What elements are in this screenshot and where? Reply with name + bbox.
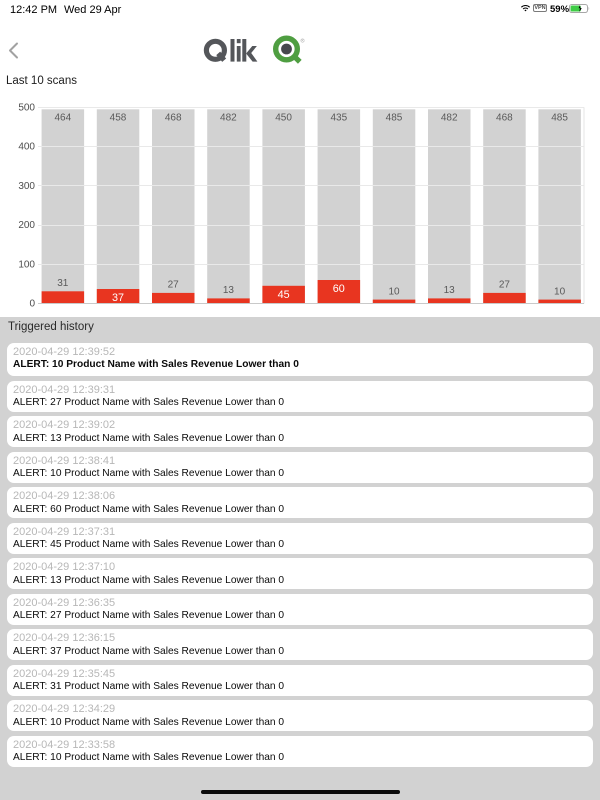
svg-text:482: 482 (220, 113, 237, 124)
svg-text:200: 200 (18, 220, 35, 231)
svg-text:31: 31 (57, 278, 69, 289)
svg-text:13: 13 (444, 285, 456, 296)
svg-text:468: 468 (496, 113, 513, 124)
svg-text:435: 435 (330, 113, 347, 124)
svg-text:27: 27 (499, 280, 511, 291)
svg-text:482: 482 (441, 113, 458, 124)
svg-text:485: 485 (551, 113, 568, 124)
svg-text:10: 10 (388, 286, 400, 297)
svg-text:485: 485 (386, 113, 403, 124)
svg-text:300: 300 (18, 181, 35, 192)
svg-text:450: 450 (275, 113, 292, 124)
svg-text:60: 60 (333, 283, 345, 295)
svg-text:13: 13 (223, 285, 235, 296)
svg-text:37: 37 (112, 292, 124, 304)
svg-text:458: 458 (110, 113, 127, 124)
svg-text:100: 100 (18, 260, 35, 271)
svg-text:27: 27 (168, 280, 180, 291)
svg-text:0: 0 (29, 299, 35, 310)
svg-text:45: 45 (278, 289, 290, 301)
svg-text:500: 500 (18, 103, 35, 114)
svg-text:®: ® (301, 38, 305, 45)
svg-text:464: 464 (54, 113, 71, 124)
svg-text:468: 468 (165, 113, 182, 124)
svg-text:10: 10 (554, 286, 566, 297)
svg-text:400: 400 (18, 142, 35, 153)
